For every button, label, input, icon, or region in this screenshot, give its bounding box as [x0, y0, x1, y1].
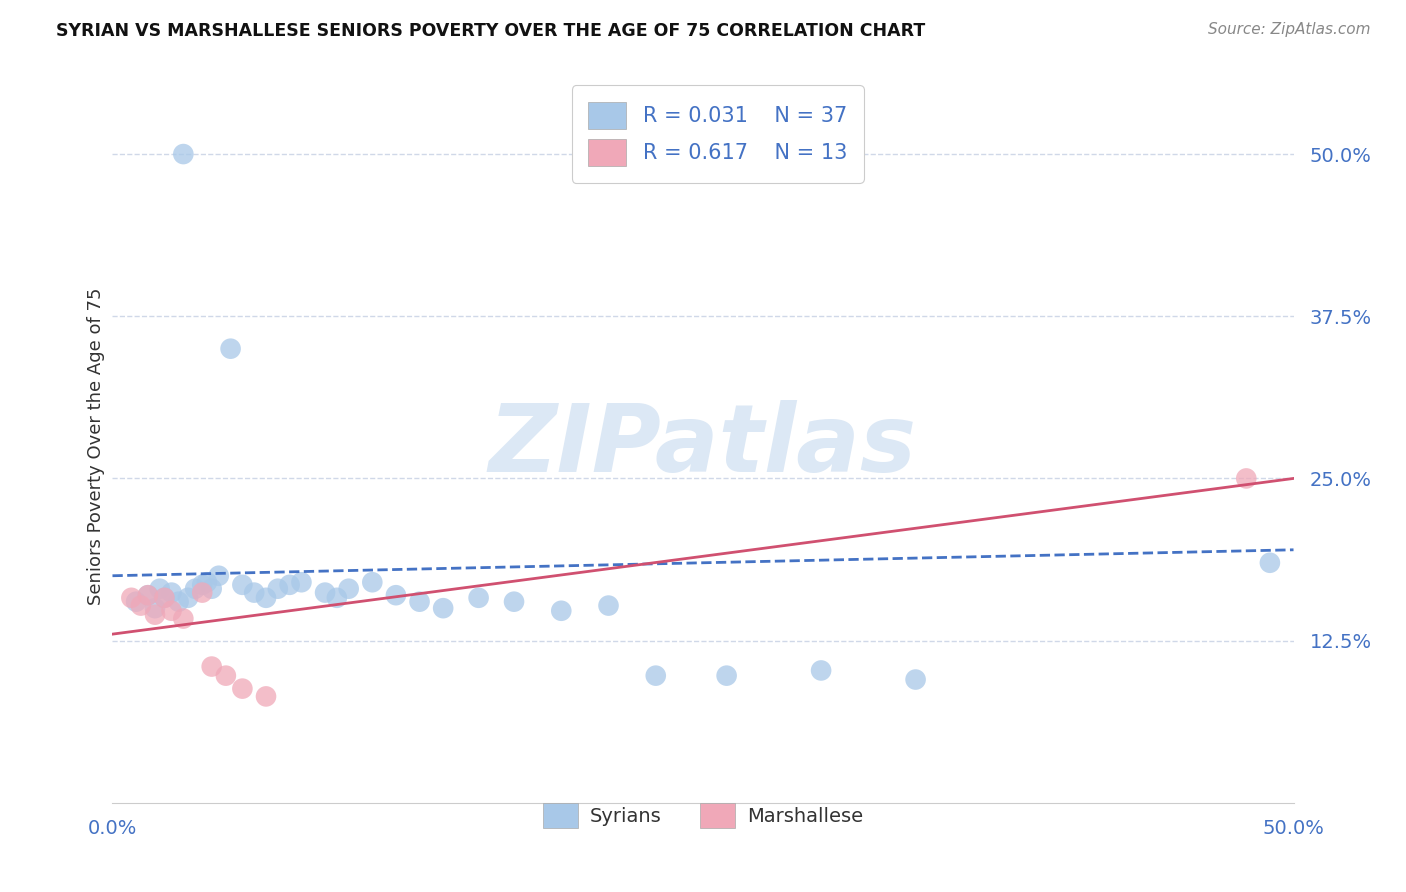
- Point: [143, 601, 166, 615]
- Point: [184, 582, 207, 596]
- Text: ZIPatlas: ZIPatlas: [489, 400, 917, 492]
- Point: [904, 673, 927, 687]
- Point: [208, 568, 231, 582]
- Point: [267, 582, 290, 596]
- Point: [219, 342, 242, 356]
- Point: [125, 595, 148, 609]
- Point: [191, 585, 214, 599]
- Point: [361, 575, 384, 590]
- Point: [167, 595, 190, 609]
- Point: [177, 591, 200, 605]
- Point: [810, 664, 832, 678]
- Point: [1234, 471, 1257, 485]
- Point: [129, 599, 152, 613]
- Point: [278, 578, 301, 592]
- Point: [243, 585, 266, 599]
- Point: [290, 575, 312, 590]
- Point: [215, 668, 238, 682]
- Point: [172, 147, 194, 161]
- Point: [120, 591, 142, 605]
- Point: [191, 578, 214, 592]
- Point: [201, 582, 224, 596]
- Point: [503, 595, 526, 609]
- Point: [172, 611, 194, 625]
- Point: [254, 690, 277, 704]
- Point: [201, 659, 224, 673]
- Point: [160, 585, 183, 599]
- Point: [153, 591, 176, 605]
- Point: [136, 588, 159, 602]
- Text: Source: ZipAtlas.com: Source: ZipAtlas.com: [1208, 22, 1371, 37]
- Point: [467, 591, 489, 605]
- Point: [598, 599, 620, 613]
- Text: SYRIAN VS MARSHALLESE SENIORS POVERTY OVER THE AGE OF 75 CORRELATION CHART: SYRIAN VS MARSHALLESE SENIORS POVERTY OV…: [56, 22, 925, 40]
- Y-axis label: Seniors Poverty Over the Age of 75: Seniors Poverty Over the Age of 75: [87, 287, 105, 605]
- Point: [254, 591, 277, 605]
- Point: [408, 595, 430, 609]
- Point: [143, 607, 166, 622]
- Point: [716, 668, 738, 682]
- Point: [550, 604, 572, 618]
- Point: [153, 591, 176, 605]
- Point: [231, 578, 253, 592]
- Point: [231, 681, 253, 696]
- Point: [326, 591, 349, 605]
- Point: [314, 585, 336, 599]
- Legend: Syrians, Marshallese: Syrians, Marshallese: [536, 796, 870, 836]
- Point: [195, 575, 218, 590]
- Point: [432, 601, 454, 615]
- Point: [136, 588, 159, 602]
- Point: [644, 668, 666, 682]
- Point: [385, 588, 408, 602]
- Point: [1258, 556, 1281, 570]
- Point: [149, 582, 172, 596]
- Point: [160, 604, 183, 618]
- Point: [337, 582, 360, 596]
